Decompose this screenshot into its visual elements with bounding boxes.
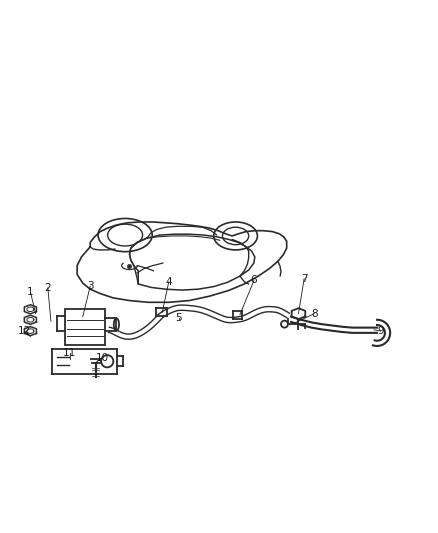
Text: 2: 2 — [45, 283, 51, 293]
Text: 11: 11 — [63, 348, 76, 358]
Text: 10: 10 — [96, 353, 109, 363]
Text: 3: 3 — [87, 281, 93, 291]
Text: 1: 1 — [27, 287, 34, 297]
Text: 5: 5 — [176, 313, 182, 323]
Text: 6: 6 — [251, 276, 257, 286]
Text: 8: 8 — [311, 309, 318, 319]
Text: 9: 9 — [377, 326, 384, 336]
Text: 7: 7 — [301, 274, 307, 284]
Text: 4: 4 — [166, 277, 172, 287]
Text: 12: 12 — [18, 326, 32, 336]
